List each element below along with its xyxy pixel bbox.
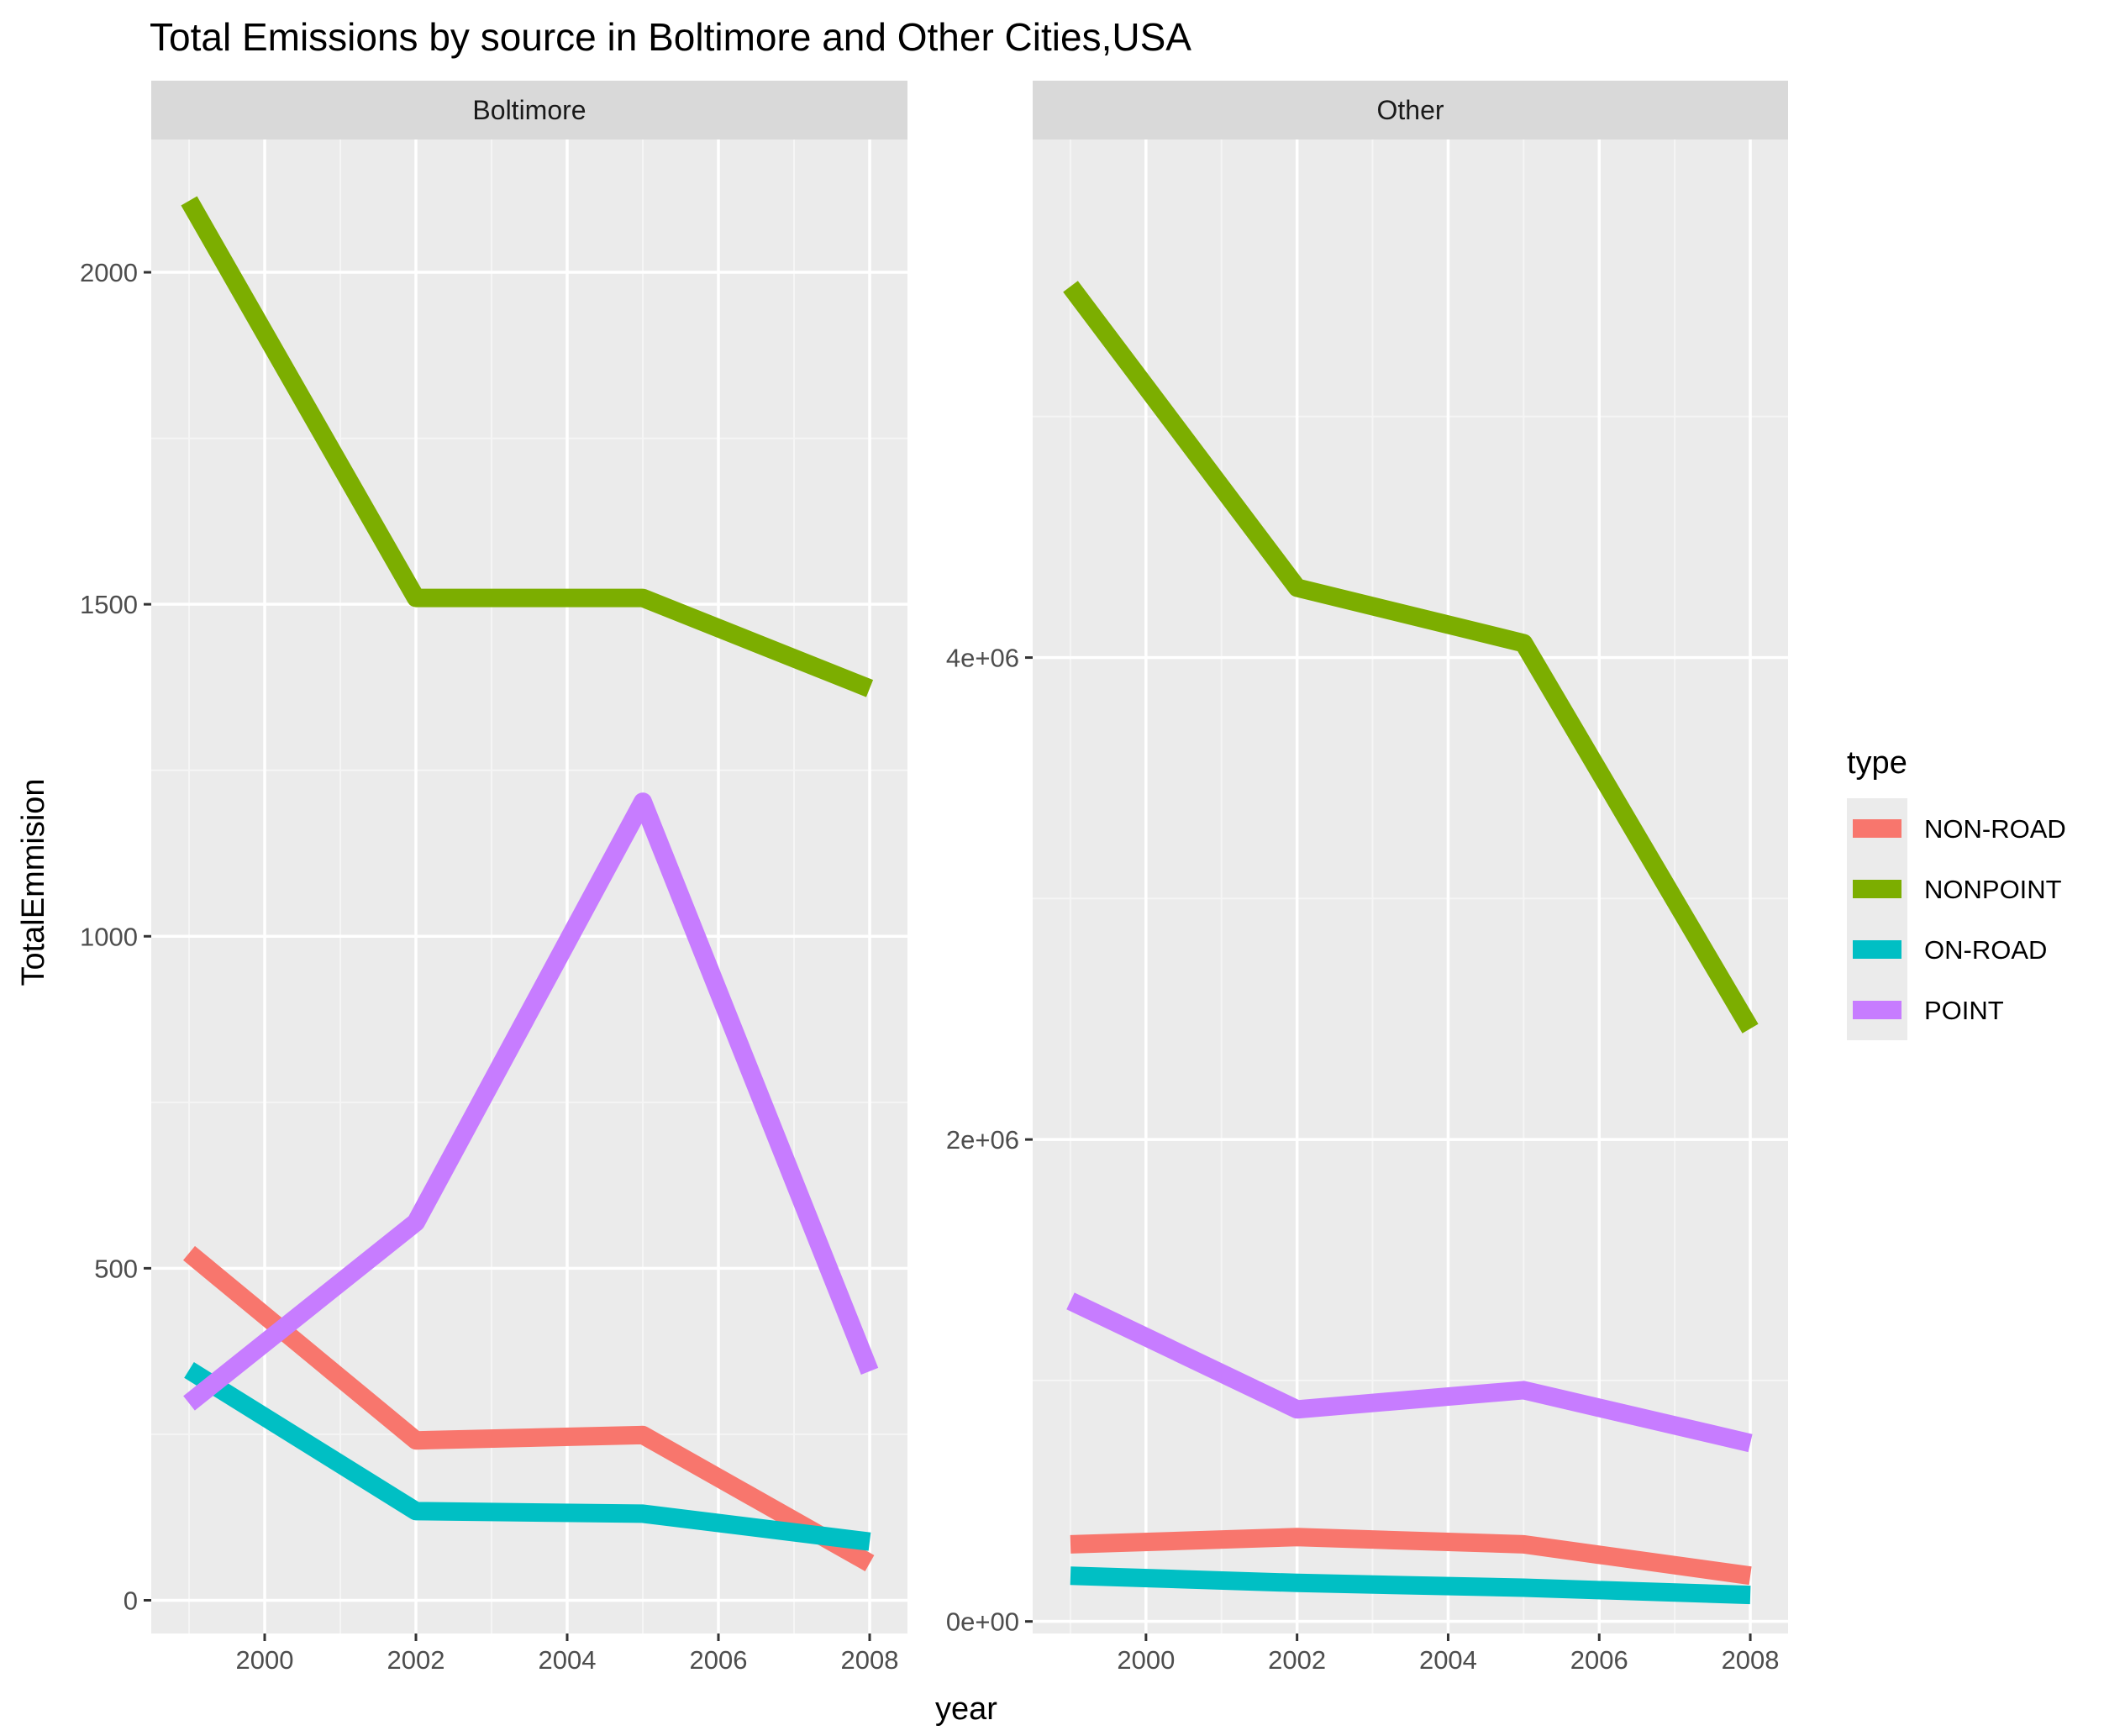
legend-item-nonpoint: NONPOINT: [1847, 859, 2062, 919]
legend: type NON-ROAD NONPOINT ON-ROAD POINT: [1847, 745, 2066, 1040]
y-tick-label: 1000: [80, 922, 138, 951]
chart-title: Total Emissions by source in Boltimore a…: [150, 15, 1191, 59]
x-tick-label: 2000: [1117, 1645, 1175, 1675]
series-line-on-road: [1070, 1566, 1751, 1605]
y-tick-label: 2e+06: [946, 1125, 1019, 1155]
legend-title: type: [1847, 745, 1907, 781]
series-line-non-road: [1070, 1528, 1752, 1586]
y-axis-title: TotalEmmision: [16, 778, 51, 986]
y-tick-label: 2000: [80, 258, 138, 287]
y-tick-label: 0e+00: [946, 1607, 1019, 1637]
x-tick-label: 2002: [387, 1645, 445, 1675]
x-tick-label: 2008: [1722, 1645, 1780, 1675]
x-tick-label: 2000: [236, 1645, 294, 1675]
facet-strip-label: Other: [1376, 95, 1444, 125]
facet-strip-label: Boltimore: [472, 95, 586, 125]
y-tick-label: 500: [94, 1254, 138, 1283]
facet-panels: Boltimore 2000 2002 2004 2006 2008 0 500 1000 150…: [80, 81, 1788, 1675]
legend-label: POINT: [1924, 996, 2004, 1025]
x-tick-label: 2004: [539, 1645, 597, 1675]
legend-label: NONPOINT: [1924, 875, 2062, 904]
y-tick-label: 0: [124, 1586, 138, 1615]
series-line-point: [1066, 1292, 1753, 1453]
facet-strip-other: [1033, 81, 1788, 139]
x-tick-label: 2006: [690, 1645, 748, 1675]
legend-item-point: POINT: [1847, 980, 2004, 1040]
series-line-point: [183, 792, 879, 1411]
y-tick-label: 4e+06: [946, 644, 1019, 673]
facet-boltimore: Boltimore 2000 2002 2004 2006 2008 0 500 1000 150…: [80, 81, 907, 1675]
x-axis-title: year: [935, 1691, 997, 1727]
series-line-nonpoint: [1063, 281, 1759, 1034]
x-tick-label: 2002: [1268, 1645, 1326, 1675]
plot-panel: [151, 139, 907, 1633]
legend-item-non-road: NON-ROAD: [1847, 798, 2066, 859]
x-tick-label: 2008: [841, 1645, 899, 1675]
x-tick-label: 2004: [1419, 1645, 1477, 1675]
legend-label: ON-ROAD: [1924, 935, 2047, 965]
series-line-nonpoint: [181, 196, 874, 697]
facet-strip-boltimore: [151, 81, 907, 139]
series-line-non-road: [182, 1245, 875, 1571]
x-tick-label: 2006: [1570, 1645, 1628, 1675]
y-tick-label: 1500: [80, 590, 138, 619]
legend-label: NON-ROAD: [1924, 814, 2066, 844]
facet-other: Other 2000 2002 2004 2006 2008 0e+00 2e+06 4e+06: [946, 81, 1788, 1675]
series-line-on-road: [184, 1362, 871, 1551]
legend-item-on-road: ON-ROAD: [1847, 919, 2047, 980]
